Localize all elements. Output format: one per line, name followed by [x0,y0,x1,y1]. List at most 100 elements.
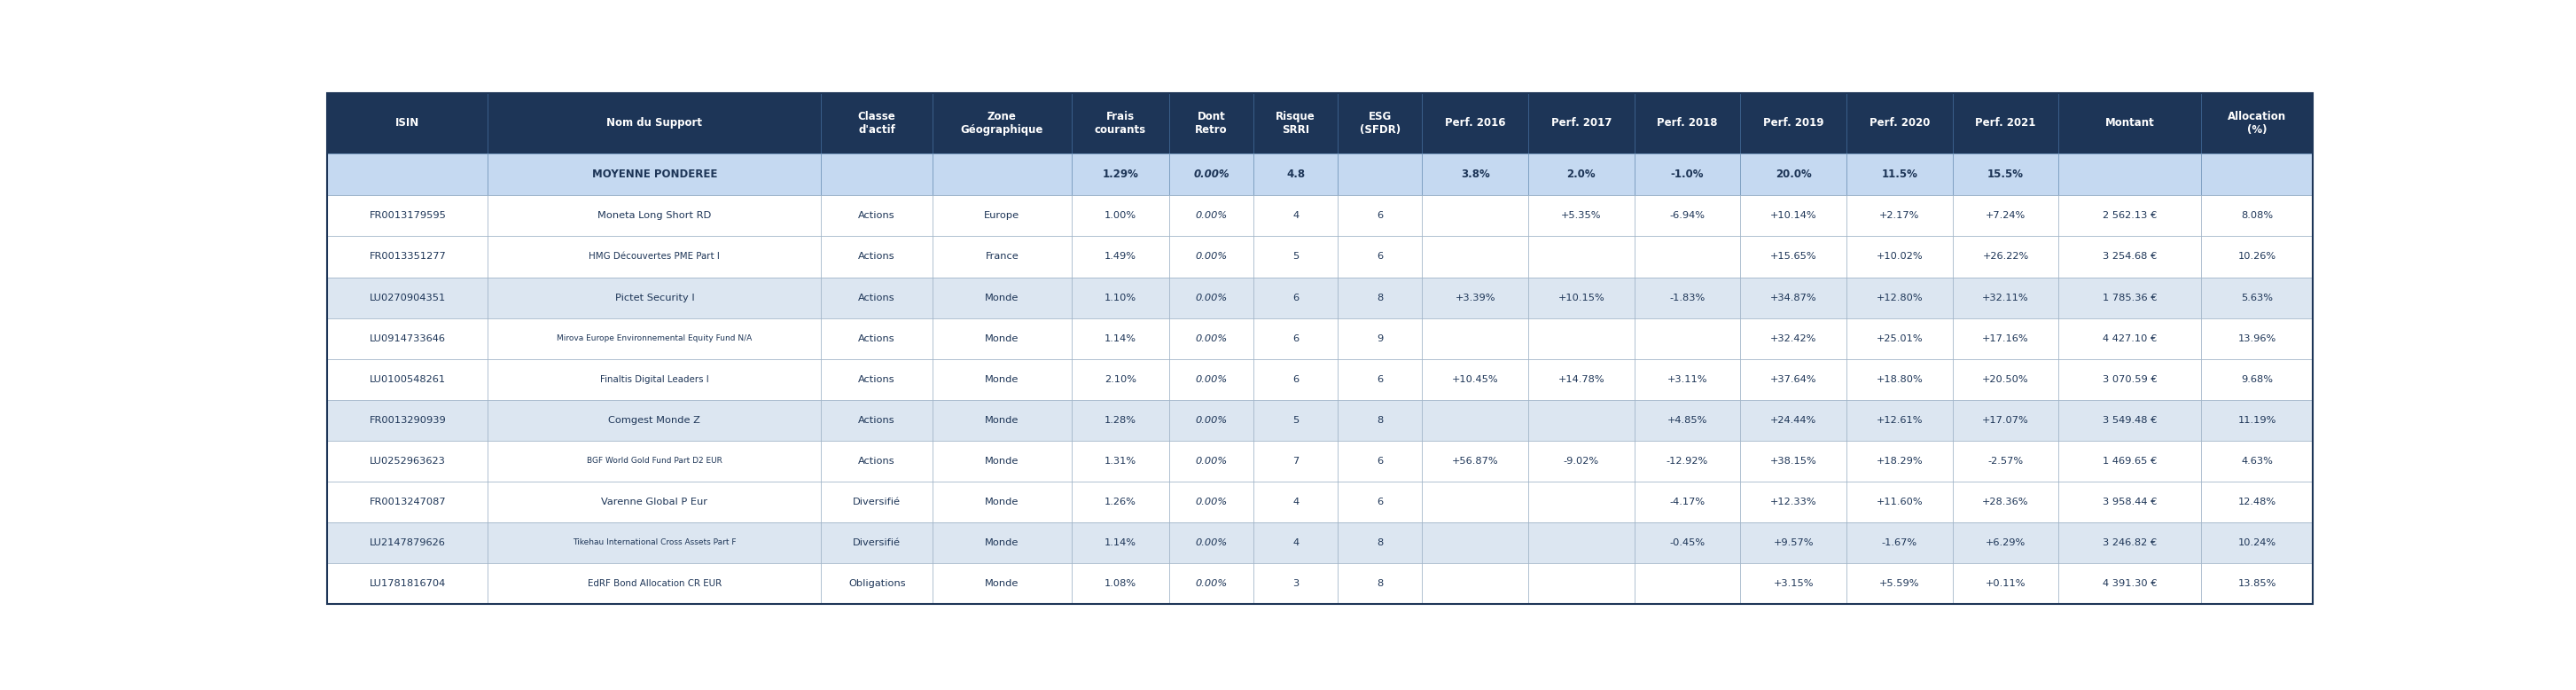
Bar [1255,482,1337,522]
Bar [487,153,822,195]
Bar [1170,359,1255,400]
Text: 3 254.68 €: 3 254.68 € [2102,253,2156,262]
Bar [1337,236,1422,277]
Text: Frais
courants: Frais courants [1095,110,1146,135]
Bar [1847,318,1953,359]
Bar [327,522,487,563]
Bar [2202,236,2313,277]
Bar [1953,400,2058,440]
Bar [1528,440,1633,482]
Text: Monde: Monde [984,375,1020,384]
Bar [2058,277,2202,318]
Bar [2058,440,2202,482]
Text: Actions: Actions [858,253,896,262]
Bar [2058,318,2202,359]
Bar [933,440,1072,482]
Bar [327,93,487,153]
Text: +3.15%: +3.15% [1772,579,1814,588]
Text: 3: 3 [1293,579,1298,588]
Bar [2202,93,2313,153]
Bar [1528,277,1633,318]
Bar [933,563,1072,604]
Bar [1847,440,1953,482]
Bar [1337,277,1422,318]
Bar [2058,482,2202,522]
Text: 5.63%: 5.63% [2241,293,2272,302]
Bar [1072,277,1170,318]
Bar [2202,93,2313,153]
Text: -9.02%: -9.02% [1564,457,1600,465]
Bar [1953,236,2058,277]
Bar [1422,522,1528,563]
Bar [1255,359,1337,400]
Bar [2202,563,2313,604]
Bar [1170,400,1255,440]
Text: Nom du Support: Nom du Support [608,117,703,129]
Bar [1422,359,1528,400]
Bar [487,400,822,440]
Bar [1170,440,1255,482]
Text: -12.92%: -12.92% [1667,457,1708,465]
Bar [1953,482,2058,522]
Bar [933,277,1072,318]
Bar [1528,400,1633,440]
Bar [1072,522,1170,563]
Bar [2058,563,2202,604]
Text: 8: 8 [1376,415,1383,424]
Bar [1741,440,1847,482]
Bar [1337,318,1422,359]
Text: 0.00%: 0.00% [1195,253,1226,262]
Bar [1422,563,1528,604]
Bar [1072,195,1170,236]
Text: 1 469.65 €: 1 469.65 € [2102,457,2156,465]
Bar [1953,359,2058,400]
Text: 3 549.48 €: 3 549.48 € [2102,415,2156,424]
Bar [327,318,487,359]
Bar [1847,236,1953,277]
Bar [1953,522,2058,563]
Text: Montant: Montant [2105,117,2154,129]
Bar [487,359,822,400]
Text: Mirova Europe Environnemental Equity Fund N/A: Mirova Europe Environnemental Equity Fun… [556,335,752,342]
Text: 1.08%: 1.08% [1105,579,1136,588]
Bar [1633,482,1741,522]
Bar [1633,236,1741,277]
Text: 0.00%: 0.00% [1195,538,1226,547]
Bar [487,93,822,153]
Text: ESG
(SFDR): ESG (SFDR) [1360,110,1401,135]
Bar [1072,563,1170,604]
Bar [2202,318,2313,359]
Bar [1422,195,1528,236]
Bar [1170,482,1255,522]
Bar [1072,277,1170,318]
Bar [1072,153,1170,195]
Bar [1072,318,1170,359]
Bar [1953,400,2058,440]
Text: Perf. 2017: Perf. 2017 [1551,117,1613,129]
Bar [1072,236,1170,277]
Bar [933,522,1072,563]
Bar [2058,400,2202,440]
Bar [1255,522,1337,563]
Bar [1847,195,1953,236]
Text: 2.0%: 2.0% [1566,168,1595,180]
Text: 20.0%: 20.0% [1775,168,1811,180]
Bar [1847,482,1953,522]
Text: -4.17%: -4.17% [1669,497,1705,506]
Bar [1633,482,1741,522]
Bar [1528,153,1633,195]
Text: Actions: Actions [858,293,896,302]
Bar [933,440,1072,482]
Text: Classe
d'actif: Classe d'actif [858,110,896,135]
Bar [1072,359,1170,400]
Bar [2058,359,2202,400]
Text: Risque
SRRI: Risque SRRI [1275,110,1316,135]
Bar [1953,93,2058,153]
Text: 4.8: 4.8 [1285,168,1306,180]
Text: LU0914733646: LU0914733646 [368,334,446,343]
Bar [1170,563,1255,604]
Text: 6: 6 [1378,375,1383,384]
Bar [327,277,487,318]
Bar [1953,563,2058,604]
Text: 1.14%: 1.14% [1105,334,1136,343]
